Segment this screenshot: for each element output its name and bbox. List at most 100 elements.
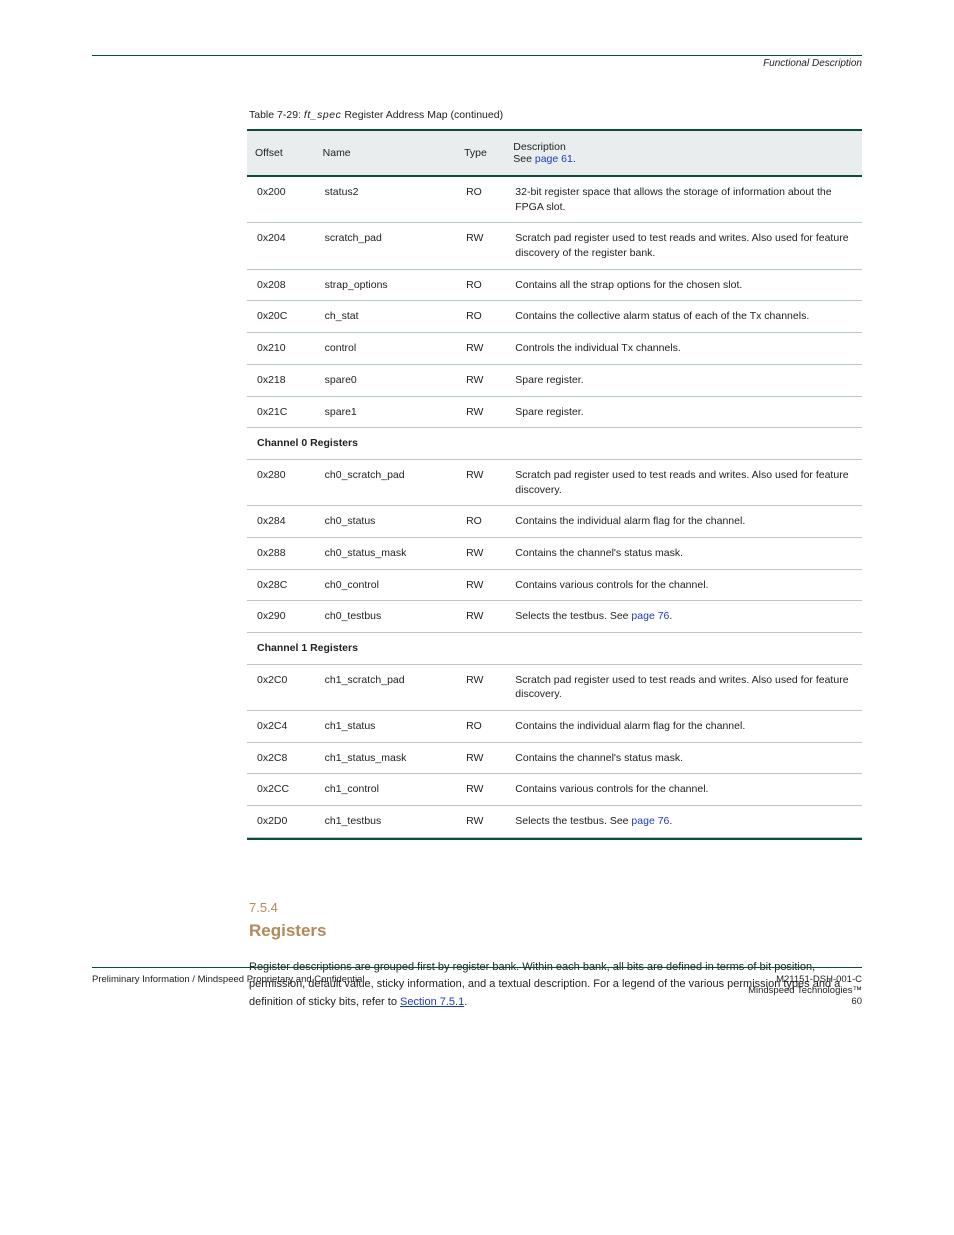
- cell-desc: Contains various controls for the channe…: [505, 774, 862, 806]
- cell-type: RW: [456, 459, 505, 505]
- cell-offset: 0x2CC: [247, 774, 315, 806]
- cell-desc: Spare register.: [505, 396, 862, 428]
- table-row: 0x208strap_optionsROContains all the str…: [247, 269, 862, 301]
- footer-doc: M21151-DSH-001-C: [776, 974, 862, 985]
- cell-offset: 0x200: [247, 176, 315, 223]
- table-row: 0x20Cch_statROContains the collective al…: [247, 301, 862, 333]
- cell-offset: 0x2C4: [247, 711, 315, 743]
- cell-name: spare1: [315, 396, 456, 428]
- table-row: 0x288ch0_status_maskRWContains the chann…: [247, 537, 862, 569]
- cell-desc: Contains the channel's status mask.: [505, 742, 862, 774]
- cell-type: RW: [456, 569, 505, 601]
- cell-desc: Contains the individual alarm flag for t…: [505, 506, 862, 538]
- cell-desc: Scratch pad register used to test reads …: [505, 223, 862, 269]
- cell-name: ch1_control: [315, 774, 456, 806]
- cell-desc: Contains the individual alarm flag for t…: [505, 711, 862, 743]
- cell-desc: Selects the testbus. See page 76.: [505, 806, 862, 838]
- cell-type: RW: [456, 742, 505, 774]
- cell-offset: 0x28C: [247, 569, 315, 601]
- cell-name: ch1_scratch_pad: [315, 664, 456, 710]
- table-row: 0x204scratch_padRWScratch pad register u…: [247, 223, 862, 269]
- footer-copy: Mindspeed Technologies™: [748, 985, 862, 996]
- col-desc: Description See page 61.: [505, 130, 862, 176]
- cell-name: ch0_status_mask: [315, 537, 456, 569]
- cell-offset: 0x290: [247, 601, 315, 633]
- cell-type: RO: [456, 269, 505, 301]
- cell-offset: 0x288: [247, 537, 315, 569]
- col-offset: Offset: [247, 130, 315, 176]
- cell-desc: Controls the individual Tx channels.: [505, 333, 862, 365]
- cell-offset: 0x280: [247, 459, 315, 505]
- cell-offset: 0x204: [247, 223, 315, 269]
- register-table: Offset Name Type Description See page 61…: [247, 129, 862, 838]
- cell-desc: Selects the testbus. See page 76.: [505, 601, 862, 633]
- table-row: 0x2C0ch1_scratch_padRWScratch pad regist…: [247, 664, 862, 710]
- cell-type: RO: [456, 711, 505, 743]
- cell-offset: 0x210: [247, 333, 315, 365]
- table-title: Table 7-29: ft_spec Register Address Map…: [247, 109, 862, 121]
- page-link[interactable]: page 76: [631, 815, 669, 827]
- cell-offset: 0x218: [247, 364, 315, 396]
- cell-type: RW: [456, 806, 505, 838]
- cell-name: ch0_testbus: [315, 601, 456, 633]
- table-row: 0x28Cch0_controlRWContains various contr…: [247, 569, 862, 601]
- cell-name: control: [315, 333, 456, 365]
- cell-name: status2: [315, 176, 456, 223]
- table-row: 0x2D0ch1_testbusRWSelects the testbus. S…: [247, 806, 862, 838]
- cell-type: RO: [456, 176, 505, 223]
- cell-name: ch0_status: [315, 506, 456, 538]
- cell-type: RW: [456, 223, 505, 269]
- footer-left: Preliminary Information / Mindspeed Prop…: [92, 974, 364, 985]
- cell-offset: 0x208: [247, 269, 315, 301]
- cell-offset: 0x2C0: [247, 664, 315, 710]
- cell-name: ch1_testbus: [315, 806, 456, 838]
- cell-desc: Scratch pad register used to test reads …: [505, 664, 862, 710]
- cell-name: ch_stat: [315, 301, 456, 333]
- cell-desc: 32-bit register space that allows the st…: [505, 176, 862, 223]
- footer-page: 60: [851, 996, 862, 1007]
- cell-name: scratch_pad: [315, 223, 456, 269]
- cell-offset: 0x20C: [247, 301, 315, 333]
- header-right: Functional Description: [763, 58, 862, 69]
- table-row: 0x2CCch1_controlRWContains various contr…: [247, 774, 862, 806]
- cell-type: RW: [456, 364, 505, 396]
- table-row: 0x210controlRWControls the individual Tx…: [247, 333, 862, 365]
- section-channel-1: Channel 1 Registers: [247, 633, 862, 665]
- table-row: 0x218spare0RWSpare register.: [247, 364, 862, 396]
- cell-desc: Contains various controls for the channe…: [505, 569, 862, 601]
- cell-desc: Contains the channel's status mask.: [505, 537, 862, 569]
- cell-offset: 0x2D0: [247, 806, 315, 838]
- page-link[interactable]: page 76: [631, 610, 669, 622]
- page-link[interactable]: page 61: [535, 153, 573, 165]
- cell-type: RO: [456, 301, 505, 333]
- cell-name: ch0_scratch_pad: [315, 459, 456, 505]
- cell-type: RW: [456, 537, 505, 569]
- cell-type: RW: [456, 333, 505, 365]
- col-type: Type: [456, 130, 505, 176]
- cell-desc: Spare register.: [505, 364, 862, 396]
- table-row: 0x21Cspare1RWSpare register.: [247, 396, 862, 428]
- table-row: 0x2C4ch1_statusROContains the individual…: [247, 711, 862, 743]
- cell-name: spare0: [315, 364, 456, 396]
- cell-offset: 0x284: [247, 506, 315, 538]
- cell-desc: Scratch pad register used to test reads …: [505, 459, 862, 505]
- cell-name: ch0_control: [315, 569, 456, 601]
- cell-type: RW: [456, 396, 505, 428]
- table-row: 0x284ch0_statusROContains the individual…: [247, 506, 862, 538]
- cell-desc: Contains the collective alarm status of …: [505, 301, 862, 333]
- table-row: 0x280ch0_scratch_padRWScratch pad regist…: [247, 459, 862, 505]
- cell-name: strap_options: [315, 269, 456, 301]
- cell-type: RO: [456, 506, 505, 538]
- cell-offset: 0x2C8: [247, 742, 315, 774]
- section-channel-0: Channel 0 Registers: [247, 428, 862, 460]
- table-row: 0x200status2RO32-bit register space that…: [247, 176, 862, 223]
- table-row: 0x2C8ch1_status_maskRWContains the chann…: [247, 742, 862, 774]
- cell-type: RW: [456, 601, 505, 633]
- table-row: 0x290ch0_testbusRWSelects the testbus. S…: [247, 601, 862, 633]
- cell-type: RW: [456, 664, 505, 710]
- cell-type: RW: [456, 774, 505, 806]
- cell-name: ch1_status_mask: [315, 742, 456, 774]
- section-number: 7.5.4: [247, 900, 862, 915]
- cell-offset: 0x21C: [247, 396, 315, 428]
- col-name: Name: [315, 130, 456, 176]
